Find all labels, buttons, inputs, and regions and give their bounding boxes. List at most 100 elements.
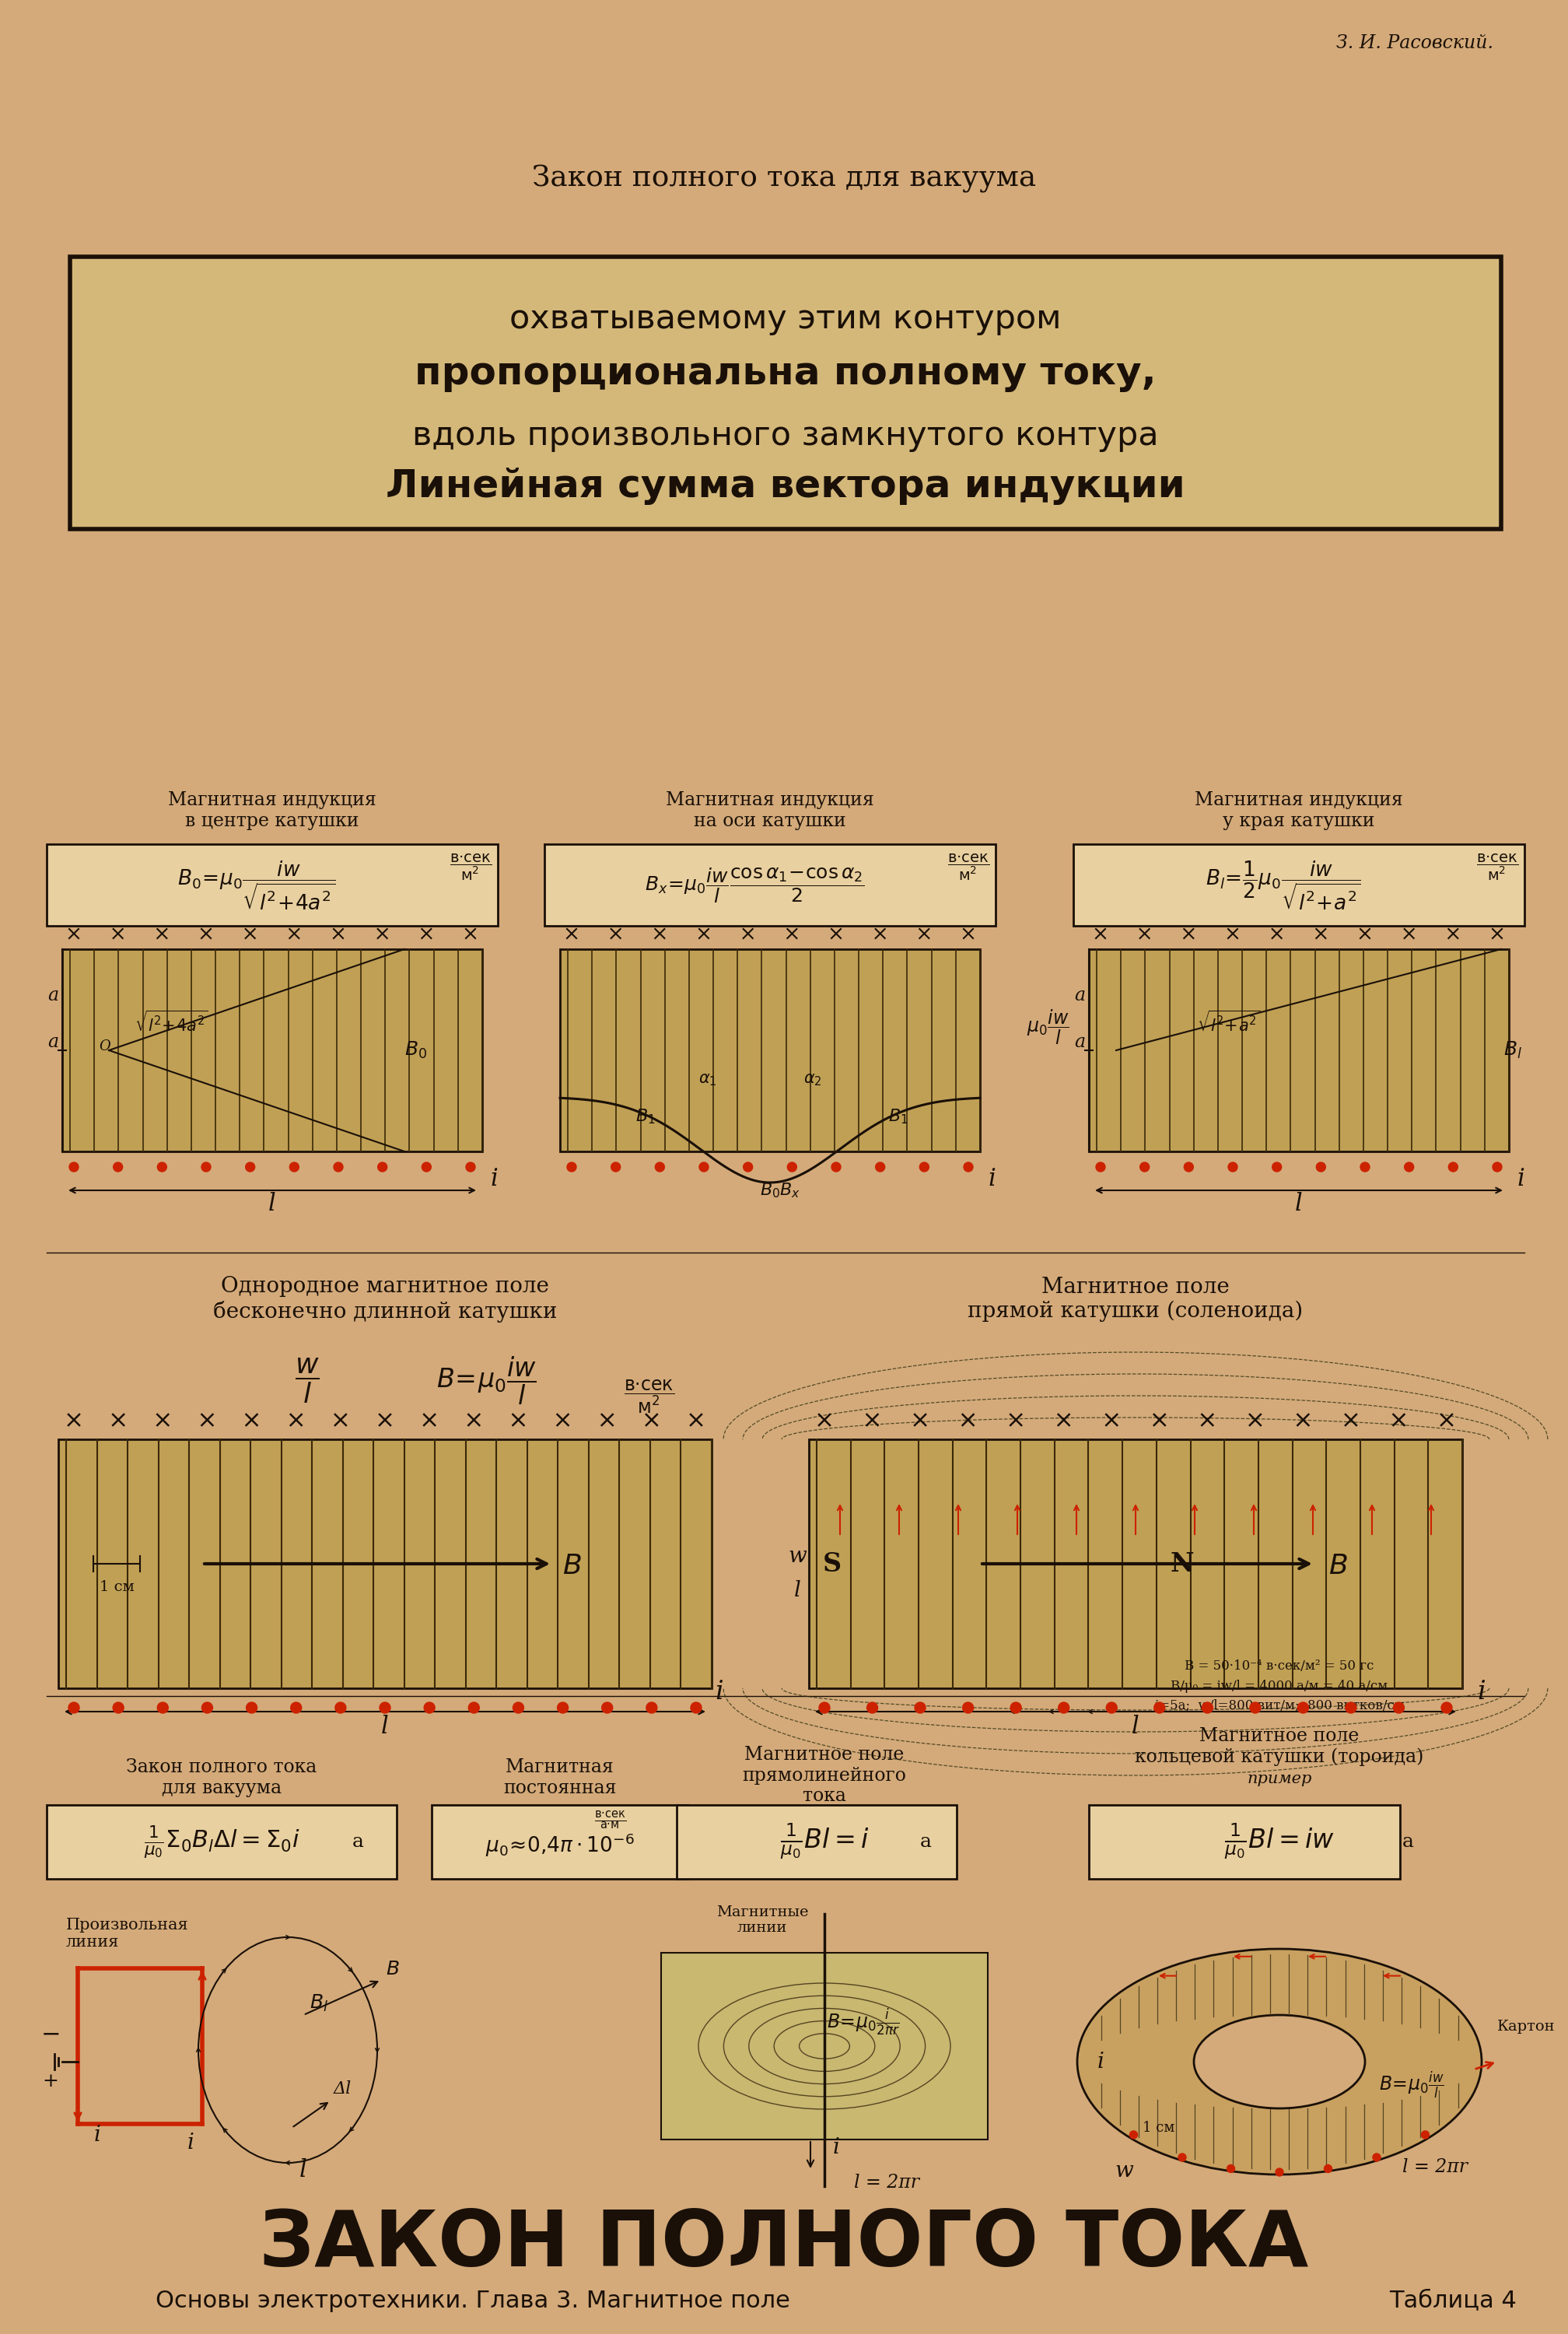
Text: $B\!=\!\mu_0\frac{i}{2\pi r}$: $B\!=\!\mu_0\frac{i}{2\pi r}$ <box>826 2007 900 2038</box>
Text: 1 см: 1 см <box>1143 2122 1174 2136</box>
Bar <box>71 257 1501 530</box>
Text: Закон полного тока для вакуума: Закон полного тока для вакуума <box>532 166 1036 194</box>
Text: l: l <box>299 2159 307 2182</box>
Text: $B_0\!=\!\mu_0\dfrac{iw}{\sqrt{l^2\!+\!4a^2}}$: $B_0\!=\!\mu_0\dfrac{iw}{\sqrt{l^2\!+\!4… <box>177 859 336 910</box>
Circle shape <box>867 1701 878 1713</box>
Text: $B_l\!=\!\dfrac{1}{2}\mu_0\dfrac{iw}{\sqrt{l^2\!+\!a^2}}$: $B_l\!=\!\dfrac{1}{2}\mu_0\dfrac{iw}{\sq… <box>1206 859 1361 910</box>
Circle shape <box>69 1701 80 1713</box>
Text: l: l <box>1132 1715 1140 1739</box>
Text: В/μ₀ = iw/l = 4000 а/м = 40 а/см: В/μ₀ = iw/l = 4000 а/м = 40 а/см <box>1171 1680 1388 1692</box>
Circle shape <box>1272 1162 1281 1172</box>
Bar <box>47 845 497 927</box>
Bar <box>1074 845 1524 927</box>
Text: В = 50·10⁻⁴ в·сек/м² = 50 гс: В = 50·10⁻⁴ в·сек/м² = 50 гс <box>1185 1659 1374 1673</box>
Circle shape <box>1226 2164 1234 2173</box>
Text: w: w <box>789 1545 806 1566</box>
Text: $B_0$: $B_0$ <box>760 1181 781 1200</box>
Text: −: − <box>41 2021 61 2047</box>
Text: 1 см: 1 см <box>99 1580 135 1594</box>
Circle shape <box>914 1701 925 1713</box>
Text: i: i <box>187 2133 194 2154</box>
Text: i=5а;  w/l=800 вит/м;  800 витков/см: i=5а; w/l=800 вит/м; 800 витков/см <box>1154 1699 1405 1713</box>
Text: Таблица 4: Таблица 4 <box>1389 2290 1516 2313</box>
Bar <box>1088 1804 1400 1879</box>
Text: $\frac{\text{в·сек}}{\text{а·м}}$: $\frac{\text{в·сек}}{\text{а·м}}$ <box>594 1809 627 1832</box>
Circle shape <box>246 1701 257 1713</box>
Circle shape <box>787 1162 797 1172</box>
Circle shape <box>378 1162 387 1172</box>
Circle shape <box>1228 1162 1237 1172</box>
Text: $\frac{1}{\mu_0}Bl = i$: $\frac{1}{\mu_0}Bl = i$ <box>779 1823 869 1860</box>
Text: l: l <box>1295 1193 1303 1216</box>
Text: $\dfrac{\text{в·сек}}{\text{м}^2}$: $\dfrac{\text{в·сек}}{\text{м}^2}$ <box>947 852 989 882</box>
Circle shape <box>1323 2164 1331 2173</box>
Circle shape <box>1129 2131 1137 2138</box>
Circle shape <box>646 1701 657 1713</box>
Circle shape <box>1421 2131 1428 2138</box>
Text: l: l <box>793 1580 801 1601</box>
Circle shape <box>290 1701 301 1713</box>
Circle shape <box>1441 1701 1452 1713</box>
Bar <box>662 1954 988 2140</box>
Text: $B_x$: $B_x$ <box>779 1181 800 1200</box>
Text: N: N <box>1170 1552 1195 1578</box>
Bar <box>677 1804 956 1879</box>
Text: $\frac{1}{\mu_0}\Sigma_0 B_l \Delta l = \Sigma_0 i$: $\frac{1}{\mu_0}\Sigma_0 B_l \Delta l = … <box>144 1823 299 1860</box>
Circle shape <box>1010 1701 1021 1713</box>
Text: +: + <box>42 2073 58 2091</box>
Circle shape <box>113 1162 122 1172</box>
Text: l: l <box>381 1715 389 1739</box>
Circle shape <box>1096 1162 1105 1172</box>
Circle shape <box>469 1701 480 1713</box>
Bar <box>47 1804 397 1879</box>
Text: $\dfrac{\text{в·сек}}{\text{м}^2}$: $\dfrac{\text{в·сек}}{\text{м}^2}$ <box>1475 852 1518 882</box>
Circle shape <box>1372 2154 1380 2161</box>
Circle shape <box>1316 1162 1325 1172</box>
Text: O: O <box>99 1039 111 1053</box>
Text: Магнитное поле
кольцевой катушки (тороида): Магнитное поле кольцевой катушки (тороид… <box>1135 1727 1424 1767</box>
Text: пропорциональна полному току,: пропорциональна полному току, <box>414 355 1157 392</box>
Circle shape <box>1203 1701 1212 1713</box>
Circle shape <box>1275 2168 1283 2175</box>
Text: l = 2πr: l = 2πr <box>1402 2157 1468 2175</box>
Text: а: а <box>1402 1832 1414 1851</box>
Text: $\mu_0\dfrac{iw}{l}$: $\mu_0\dfrac{iw}{l}$ <box>1027 1008 1069 1046</box>
Text: Магнитное поле
прямолинейного
тока: Магнитное поле прямолинейного тока <box>742 1746 906 1804</box>
Text: Магнитная индукция
на оси катушки: Магнитная индукция на оси катушки <box>666 791 873 831</box>
Circle shape <box>655 1162 665 1172</box>
Text: охватываемому этим контуром: охватываемому этим контуром <box>510 303 1062 336</box>
Text: Произвольная
линия: Произвольная линия <box>66 1919 188 1949</box>
Bar <box>63 950 483 1151</box>
Circle shape <box>602 1701 613 1713</box>
Text: a: a <box>1074 987 1085 1004</box>
Text: $B_l$: $B_l$ <box>309 1993 328 2014</box>
Text: Магнитная индукция
в центре катушки: Магнитная индукция в центре катушки <box>168 791 376 831</box>
Circle shape <box>246 1162 256 1172</box>
Text: $B$: $B$ <box>386 1961 400 1979</box>
Text: $B\!=\!\mu_0\frac{iw}{l}$: $B\!=\!\mu_0\frac{iw}{l}$ <box>1378 2070 1444 2101</box>
Text: $\alpha_1$: $\alpha_1$ <box>699 1071 717 1088</box>
Text: $B_x\!=\!\mu_0\dfrac{iw}{l}\dfrac{\cos\alpha_1\!-\!\cos\alpha_2}{2}$: $B_x\!=\!\mu_0\dfrac{iw}{l}\dfrac{\cos\a… <box>644 866 864 906</box>
Text: i: i <box>833 2138 839 2157</box>
Text: вдоль произвольного замкнутого контура: вдоль произвольного замкнутого контура <box>412 420 1159 453</box>
Text: w: w <box>1115 2161 1134 2180</box>
Circle shape <box>336 1701 347 1713</box>
Bar <box>431 1804 688 1879</box>
Circle shape <box>875 1162 884 1172</box>
Circle shape <box>1394 1701 1405 1713</box>
Circle shape <box>831 1162 840 1172</box>
Circle shape <box>1184 1162 1193 1172</box>
Text: $B$: $B$ <box>1328 1552 1347 1580</box>
Bar <box>544 845 996 927</box>
Circle shape <box>113 1701 124 1713</box>
Text: $\sqrt{l^2\!+\!4a^2}$: $\sqrt{l^2\!+\!4a^2}$ <box>135 1011 209 1036</box>
Text: i: i <box>1098 2052 1104 2073</box>
Text: a: a <box>1074 1034 1085 1050</box>
Circle shape <box>919 1162 928 1172</box>
Circle shape <box>1298 1701 1309 1713</box>
Circle shape <box>690 1701 701 1713</box>
Circle shape <box>422 1162 431 1172</box>
Text: i: i <box>988 1167 996 1190</box>
Circle shape <box>201 1162 210 1172</box>
Text: l: l <box>268 1193 276 1216</box>
